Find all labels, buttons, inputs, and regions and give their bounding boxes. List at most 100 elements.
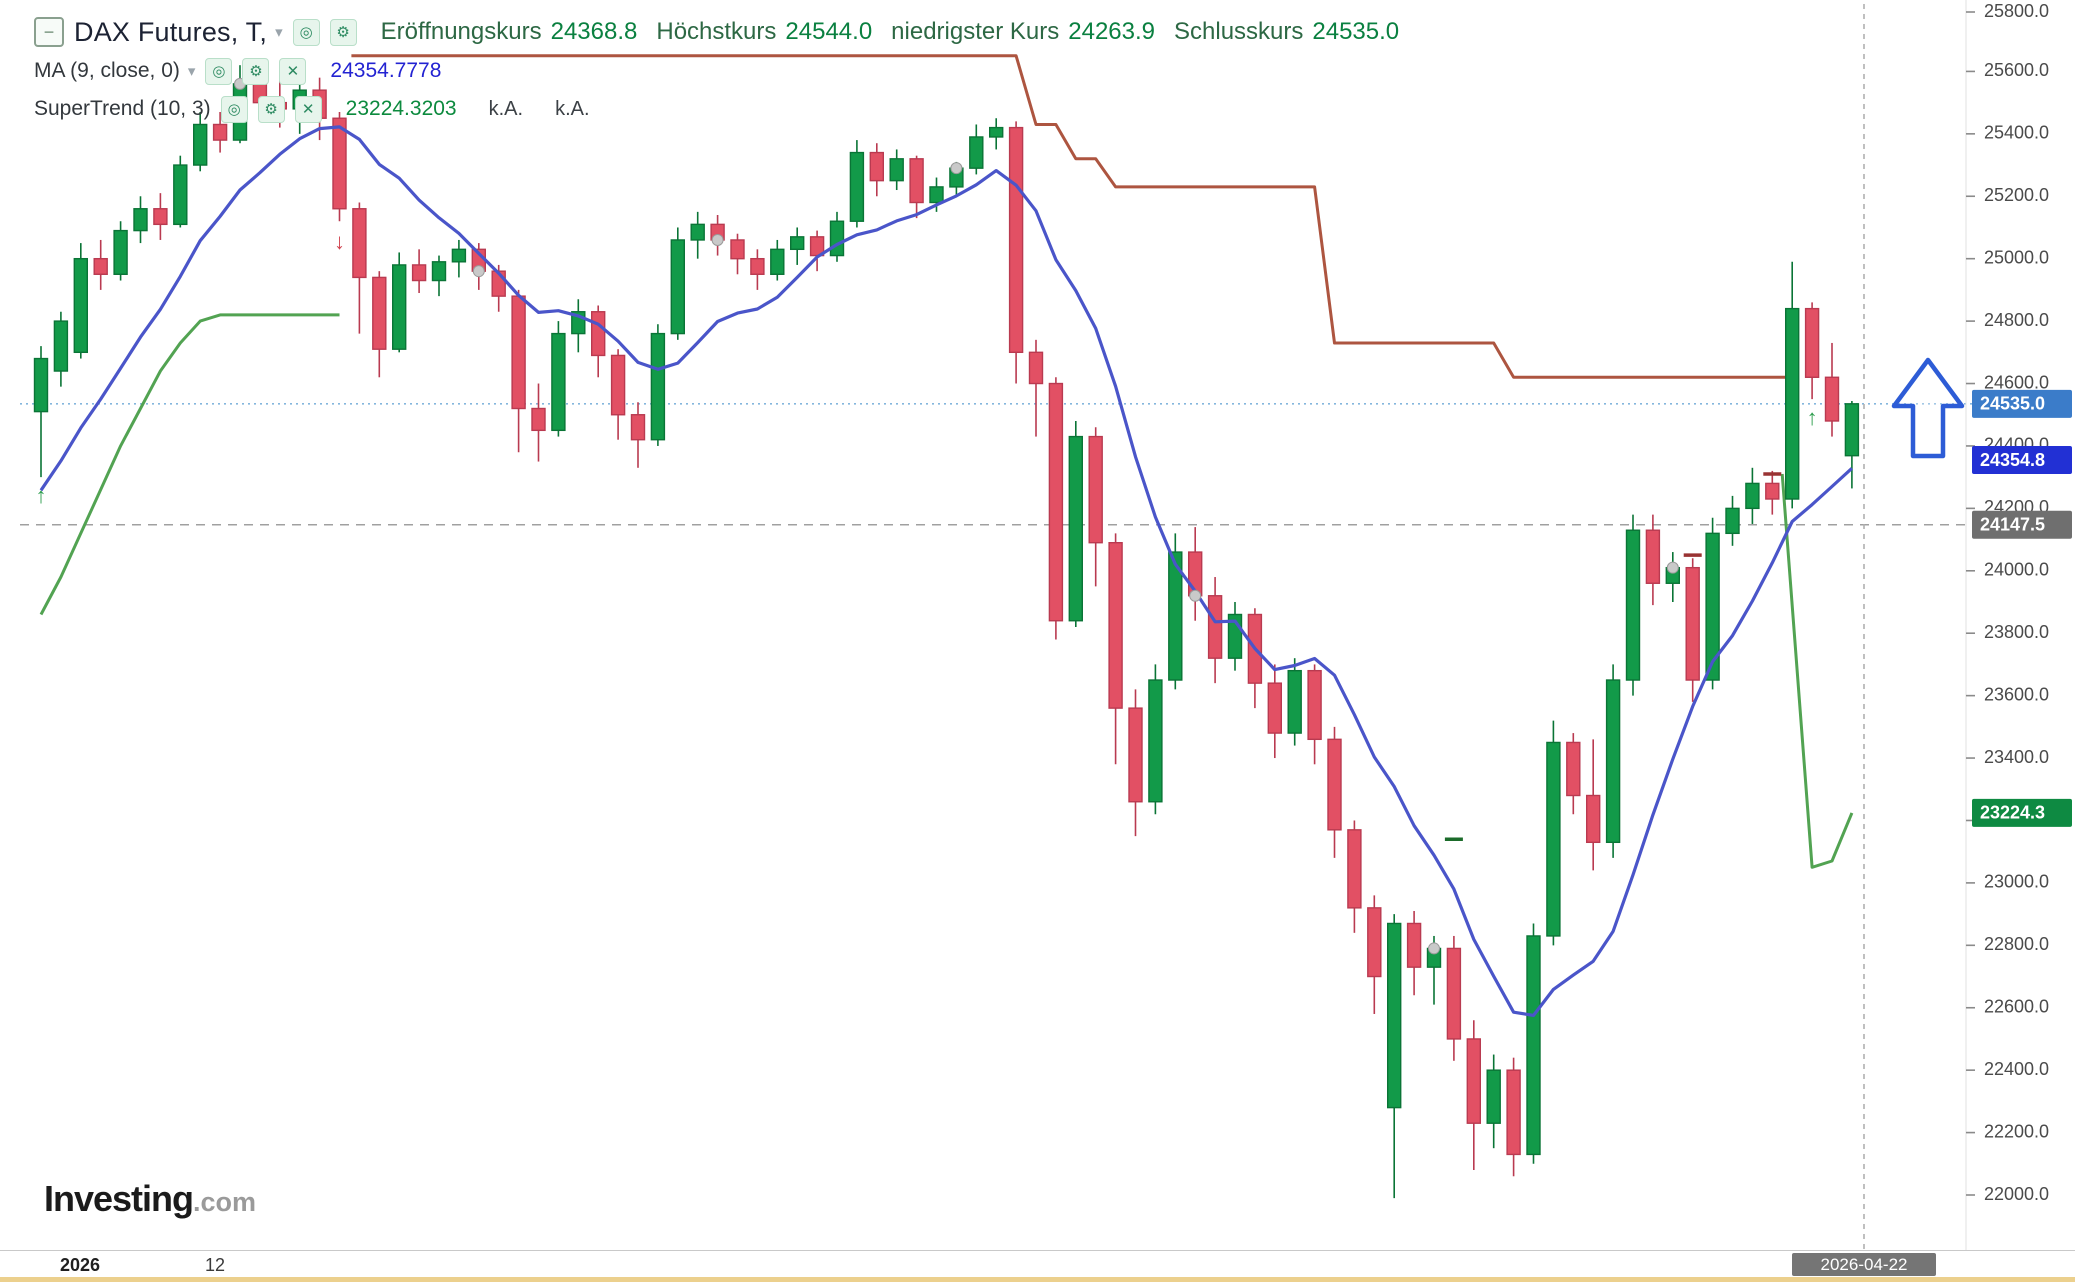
price-tick-label: 24800.0 xyxy=(1984,310,2049,330)
candle-body xyxy=(670,239,685,335)
candle-body xyxy=(1347,829,1362,909)
supertrend-up-segment xyxy=(39,313,340,616)
ma-current-value: 24354.7778 xyxy=(330,59,442,82)
candle-body xyxy=(650,332,666,441)
candle-body xyxy=(591,311,606,357)
symbol-title[interactable]: DAX Futures, T, xyxy=(74,16,268,47)
candle-body xyxy=(1526,935,1541,1156)
candle-body xyxy=(1546,741,1561,937)
visibility-icon[interactable]: ◎ xyxy=(220,95,248,123)
candles-layer xyxy=(33,58,1860,1199)
candle-body xyxy=(1446,947,1462,1040)
candle-body xyxy=(1844,403,1860,457)
price-tick-label: 25800.0 xyxy=(1984,1,2049,21)
candle-body xyxy=(33,357,49,413)
supertrend-na-value-1: k.A. xyxy=(488,97,524,120)
close-label: Schlusskurs xyxy=(1174,18,1304,45)
symbol-row: − DAX Futures, T, ▾ ◎ ⚙ Eröffnungskurs 2… xyxy=(34,12,1409,52)
supertrend-current-value: 23224.3203 xyxy=(345,97,457,120)
price-tick-label: 22000.0 xyxy=(1984,1184,2049,1204)
candle-body xyxy=(451,248,467,263)
supertrend-down-segment xyxy=(351,54,1793,379)
candle-body xyxy=(173,164,188,226)
settings-gear-icon[interactable]: ⚙ xyxy=(329,18,357,46)
price-tick-label: 25400.0 xyxy=(1984,123,2049,143)
bar-dot-marker xyxy=(472,265,485,278)
candle-body xyxy=(869,151,884,182)
visibility-icon[interactable]: ◎ xyxy=(205,57,233,85)
supertrend-line xyxy=(39,54,1854,869)
price-tick-label: 22400.0 xyxy=(1984,1059,2049,1079)
ma-indicator-name[interactable]: MA (9, close, 0) xyxy=(34,59,180,82)
candle-body xyxy=(849,151,865,222)
buy-arrow-icon: ↑ xyxy=(36,483,47,508)
ohlc-readout: Eröffnungskurs 24368.8 Höchstkurs 24544.… xyxy=(381,18,1410,46)
price-tag-label: 24354.8 xyxy=(1980,450,2045,470)
settings-gear-icon[interactable]: ⚙ xyxy=(257,95,285,123)
price-tick-label: 23800.0 xyxy=(1984,622,2049,642)
collapse-panel-icon[interactable]: − xyxy=(34,17,64,47)
time-axis-year-label: 2026 xyxy=(60,1255,101,1275)
candle-body xyxy=(630,414,646,441)
candle-body xyxy=(1406,922,1422,968)
chevron-down-icon[interactable]: ▾ xyxy=(275,24,283,41)
remove-indicator-icon[interactable]: ✕ xyxy=(294,95,322,123)
settings-gear-icon[interactable]: ⚙ xyxy=(242,57,270,85)
logo-main-text: Investing xyxy=(44,1178,194,1219)
up-arrow-annotation[interactable] xyxy=(1891,357,1965,459)
candle-body xyxy=(1008,126,1024,354)
candle-body xyxy=(1148,679,1163,803)
visibility-icon[interactable]: ◎ xyxy=(292,18,320,46)
current-date-tag: 2026-04-22 xyxy=(1792,1253,1936,1276)
candle-body xyxy=(1168,551,1183,681)
logo-suffix-text: .com xyxy=(193,1187,257,1217)
supertrend-indicator-name[interactable]: SuperTrend (10, 3) xyxy=(34,97,211,120)
candle-body xyxy=(1267,682,1283,734)
price-tick-label: 23000.0 xyxy=(1984,872,2049,892)
investing-logo: Investing .com xyxy=(44,1178,256,1220)
candle-body xyxy=(1088,435,1103,544)
candle-body xyxy=(1566,741,1581,797)
candle-body xyxy=(1486,1069,1501,1124)
candle-body xyxy=(352,208,367,279)
bottom-accent-bar xyxy=(0,1277,2075,1282)
ma-line xyxy=(39,125,1853,1018)
open-value: 24368.8 xyxy=(550,18,638,45)
price-axis[interactable]: 25800.0 25600.0 25400.0 25200.0 25000.0 24800… xyxy=(1965,0,2049,1250)
candle-body xyxy=(332,117,347,210)
candle-body xyxy=(1386,922,1402,1109)
price-tick-label: 25200.0 xyxy=(1984,185,2049,205)
price-tag xyxy=(1972,446,2072,475)
candle-body xyxy=(1287,669,1302,734)
candle-body xyxy=(1725,507,1740,535)
price-tick-label: 22200.0 xyxy=(1984,1121,2049,1141)
time-axis[interactable]: 2026 12 2026-04-22 xyxy=(0,1250,2075,1278)
remove-indicator-icon[interactable]: ✕ xyxy=(279,57,307,85)
markers-layer: ↑ ↓ ↑ xyxy=(36,77,1818,955)
high-label: Höchstkurs xyxy=(656,18,777,45)
candle-body xyxy=(1585,794,1601,844)
candle-body xyxy=(909,158,924,204)
candle-body xyxy=(1506,1069,1521,1156)
bar-dot-marker xyxy=(1666,561,1679,574)
candle-body xyxy=(431,261,447,282)
sell-arrow-icon: ↓ xyxy=(334,229,345,254)
candle-body xyxy=(750,257,765,275)
candle-body xyxy=(1307,669,1322,741)
price-tick-label: 22800.0 xyxy=(1984,934,2049,954)
candle-body xyxy=(531,407,546,432)
candle-body xyxy=(1745,482,1760,510)
time-axis-month-label: 12 xyxy=(205,1255,226,1275)
candle-body xyxy=(1128,707,1143,803)
candle-body xyxy=(1028,351,1044,385)
candle-body xyxy=(929,186,944,204)
candle-body xyxy=(829,220,845,257)
candle-body xyxy=(212,123,228,141)
candle-body xyxy=(1705,532,1720,681)
low-value: 24263.9 xyxy=(1068,18,1156,45)
price-tag xyxy=(1972,798,2072,827)
supertrend-indicator-row: SuperTrend (10, 3) ◎ ⚙ ✕ 23224.3203 k.A.… xyxy=(34,90,1409,128)
chevron-down-icon[interactable]: ▾ xyxy=(187,63,196,80)
